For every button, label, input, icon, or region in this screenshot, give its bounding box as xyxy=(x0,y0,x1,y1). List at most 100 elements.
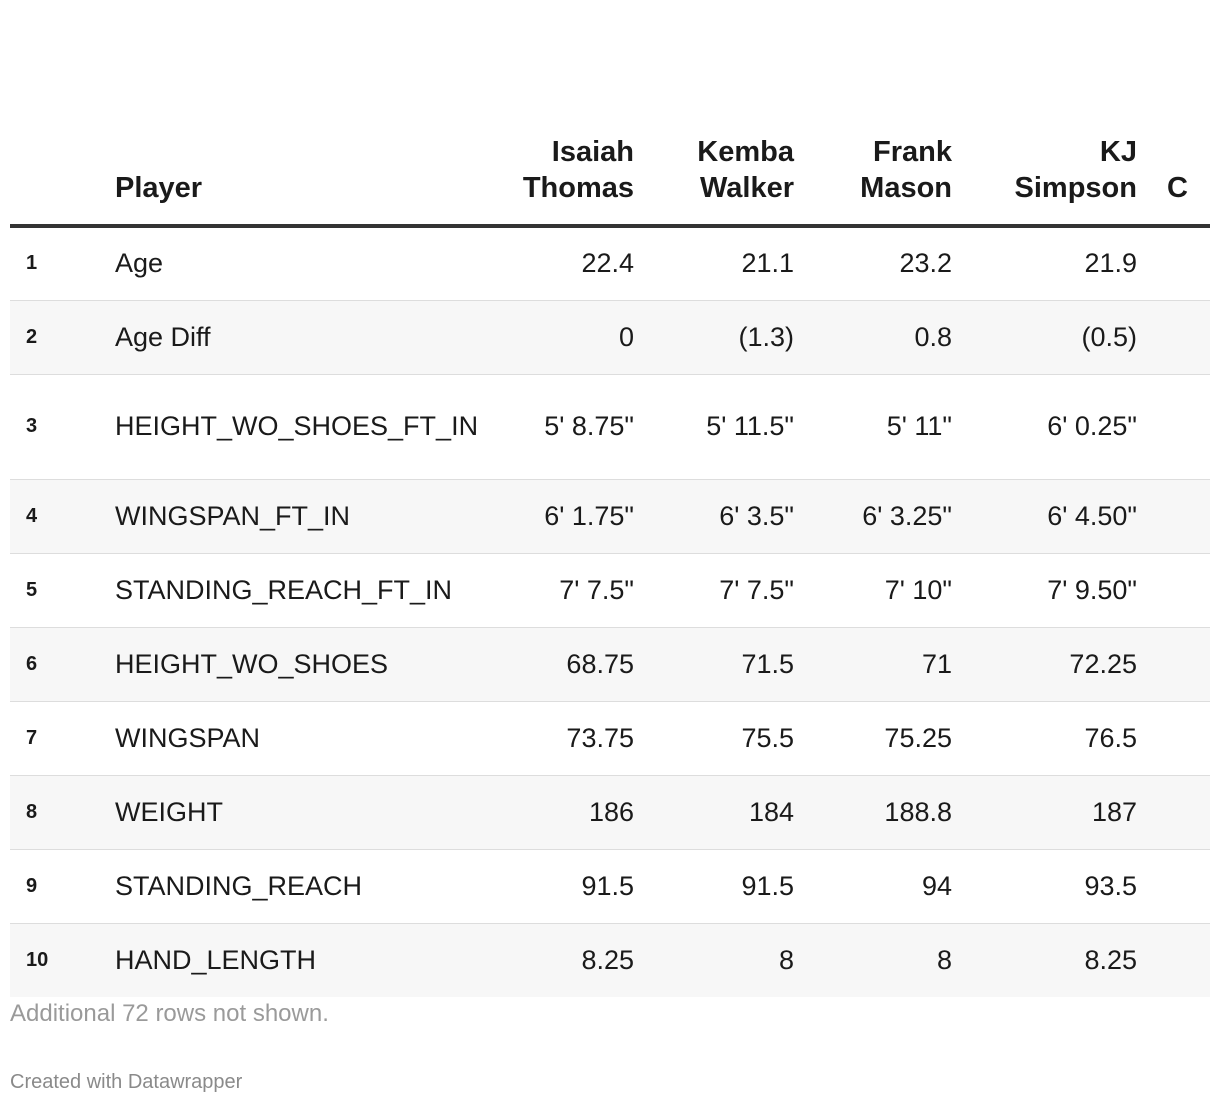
table-row: 3 HEIGHT_WO_SHOES_FT_IN 5' 8.75" 5' 11.5" 5'… xyxy=(10,374,1210,480)
row-rank: 10 xyxy=(10,923,115,997)
header-row: Player Isaiah Thomas Kemba Walker Frank … xyxy=(10,0,1210,228)
table-cell-value: 8 xyxy=(794,923,952,997)
row-metric-label: WINGSPAN xyxy=(115,701,480,776)
row-rank: 5 xyxy=(10,553,115,628)
row-rank: 1 xyxy=(10,226,115,301)
column-header-isaiah-thomas[interactable]: Isaiah Thomas xyxy=(480,0,634,228)
table-cell-value: 72.25 xyxy=(952,627,1137,702)
table-row: 9 STANDING_REACH 91.5 91.5 94 93.5 xyxy=(10,849,1210,924)
table-cell-partial xyxy=(1137,849,1210,924)
rank-header xyxy=(10,0,115,228)
table-cell-value: 91.5 xyxy=(480,849,634,924)
table-body: 1 Age 22.4 21.1 23.2 21.9 2 Age Diff 0 (1.3) 0.8 (0… xyxy=(10,226,1210,997)
table-cell-value: 7' 10" xyxy=(794,553,952,628)
table-cell-value: 187 xyxy=(952,775,1137,850)
player-comparison-table: Player Isaiah Thomas Kemba Walker Frank … xyxy=(10,0,1210,997)
column-header-first-name: KJ xyxy=(1099,136,1137,168)
table-cell-value: 91.5 xyxy=(634,849,794,924)
table-cell-value: (1.3) xyxy=(634,300,794,375)
table-cell-partial xyxy=(1137,479,1210,554)
table-cell-value: 6' 3.25" xyxy=(794,479,952,554)
table-cell-value: 71 xyxy=(794,627,952,702)
table-cell-value: 75.25 xyxy=(794,701,952,776)
table-row: 6 HEIGHT_WO_SHOES 68.75 71.5 71 72.25 xyxy=(10,627,1210,702)
column-header-last-name: Mason xyxy=(860,172,952,204)
row-metric-label: Age Diff xyxy=(115,300,480,375)
row-metric-label: STANDING_REACH_FT_IN xyxy=(115,553,480,628)
table-cell-value: 5' 11" xyxy=(794,374,952,480)
datawrapper-credit-link[interactable]: Created with Datawrapper xyxy=(10,1071,243,1093)
table-cell-value: 73.75 xyxy=(480,701,634,776)
table-cell-value: 75.5 xyxy=(634,701,794,776)
row-rank: 3 xyxy=(10,374,115,480)
data-table-container: Player Isaiah Thomas Kemba Walker Frank … xyxy=(10,0,1210,997)
column-header-first-name: Frank xyxy=(873,136,952,168)
column-header-first-name: Kemba xyxy=(697,136,794,168)
table-row: 2 Age Diff 0 (1.3) 0.8 (0.5) xyxy=(10,300,1210,375)
table-cell-value: 7' 7.5" xyxy=(634,553,794,628)
table-cell-value: 8.25 xyxy=(952,923,1137,997)
row-metric-label: Age xyxy=(115,226,480,301)
table-cell-value: 8 xyxy=(634,923,794,997)
table-cell-value: 6' 0.25" xyxy=(952,374,1137,480)
table-cell-value: 5' 11.5" xyxy=(634,374,794,480)
table-cell-value: 22.4 xyxy=(480,226,634,301)
table-row: 1 Age 22.4 21.1 23.2 21.9 xyxy=(10,226,1210,301)
table-header: Player Isaiah Thomas Kemba Walker Frank … xyxy=(10,0,1210,228)
table-cell-value: 6' 1.75" xyxy=(480,479,634,554)
table-cell-partial xyxy=(1137,627,1210,702)
table-cell-partial xyxy=(1137,374,1210,480)
table-cell-value: 76.5 xyxy=(952,701,1137,776)
table-cell-value: 188.8 xyxy=(794,775,952,850)
table-cell-value: 23.2 xyxy=(794,226,952,301)
row-rank: 7 xyxy=(10,701,115,776)
table-row: 7 WINGSPAN 73.75 75.5 75.25 76.5 xyxy=(10,701,1210,776)
column-header-frank-mason[interactable]: Frank Mason xyxy=(794,0,952,228)
table-cell-value: 7' 7.5" xyxy=(480,553,634,628)
row-rank: 8 xyxy=(10,775,115,850)
table-cell-value: 5' 8.75" xyxy=(480,374,634,480)
row-metric-label: STANDING_REACH xyxy=(115,849,480,924)
table-cell-value: 71.5 xyxy=(634,627,794,702)
table-cell-value: (0.5) xyxy=(952,300,1137,375)
table-cell-partial xyxy=(1137,553,1210,628)
column-header-kj-simpson[interactable]: KJ Simpson xyxy=(952,0,1137,228)
column-header-last-name: Thomas xyxy=(522,172,634,204)
rows-not-shown-note: Additional 72 rows not shown. xyxy=(10,1000,329,1027)
table-cell-value: 8.25 xyxy=(480,923,634,997)
row-rank: 9 xyxy=(10,849,115,924)
table-cell-partial xyxy=(1137,775,1210,850)
table-cell-value: 94 xyxy=(794,849,952,924)
table-cell-value: 68.75 xyxy=(480,627,634,702)
row-rank: 4 xyxy=(10,479,115,554)
row-metric-label: WINGSPAN_FT_IN xyxy=(115,479,480,554)
column-header-partial[interactable]: C xyxy=(1137,0,1210,228)
row-metric-label: HAND_LENGTH xyxy=(115,923,480,997)
row-metric-label: HEIGHT_WO_SHOES xyxy=(115,627,480,702)
column-header-last-name: Simpson xyxy=(1014,172,1137,204)
table-cell-value: 93.5 xyxy=(952,849,1137,924)
table-cell-value: 184 xyxy=(634,775,794,850)
row-rank: 2 xyxy=(10,300,115,375)
row-rank: 6 xyxy=(10,627,115,702)
table-row: 10 HAND_LENGTH 8.25 8 8 8.25 xyxy=(10,923,1210,997)
table-cell-value: 6' 4.50" xyxy=(952,479,1137,554)
column-header-last-name: Walker xyxy=(699,172,794,204)
table-cell-value: 21.9 xyxy=(952,226,1137,301)
table-cell-partial xyxy=(1137,923,1210,997)
column-header-first-name: Isaiah xyxy=(551,136,634,168)
player-column-header[interactable]: Player xyxy=(115,0,480,228)
table-cell-partial xyxy=(1137,300,1210,375)
table-row: 8 WEIGHT 186 184 188.8 187 xyxy=(10,775,1210,850)
row-metric-label: HEIGHT_WO_SHOES_FT_IN xyxy=(115,374,480,480)
column-header-kemba-walker[interactable]: Kemba Walker xyxy=(634,0,794,228)
table-cell-value: 0 xyxy=(480,300,634,375)
table-cell-value: 6' 3.5" xyxy=(634,479,794,554)
table-cell-partial xyxy=(1137,701,1210,776)
table-row: 4 WINGSPAN_FT_IN 6' 1.75" 6' 3.5" 6' 3.25" 6'… xyxy=(10,479,1210,554)
row-metric-label: WEIGHT xyxy=(115,775,480,850)
table-row: 5 STANDING_REACH_FT_IN 7' 7.5" 7' 7.5" 7' 10… xyxy=(10,553,1210,628)
table-cell-value: 0.8 xyxy=(794,300,952,375)
table-cell-value: 186 xyxy=(480,775,634,850)
table-cell-partial xyxy=(1137,226,1210,301)
